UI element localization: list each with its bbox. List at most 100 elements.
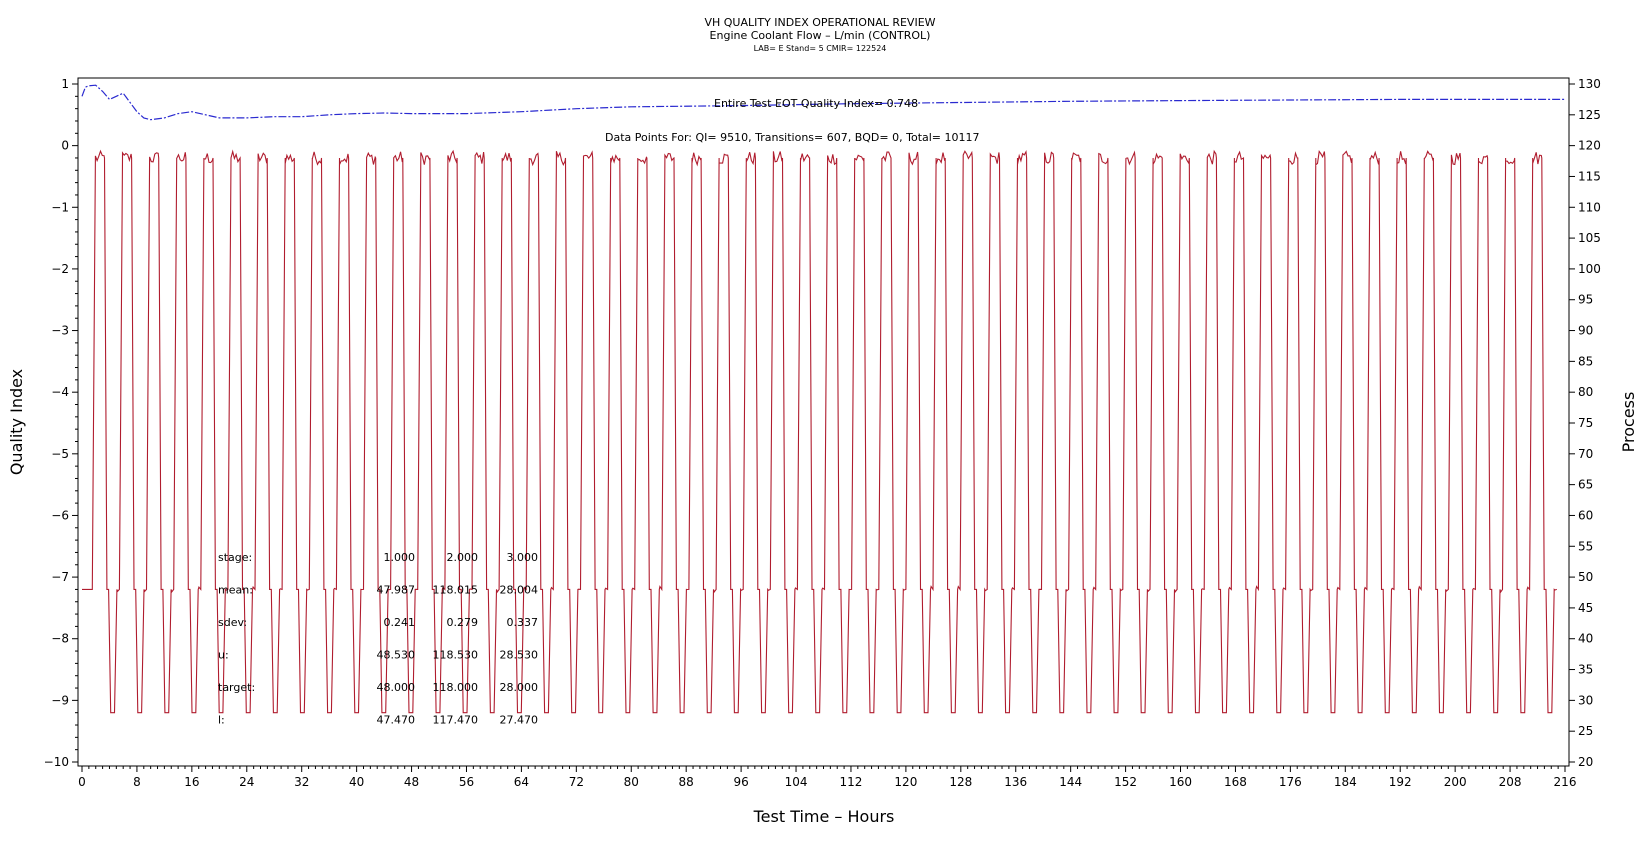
plot-frame [77,77,1570,767]
stats-row-value: 0.337 [507,616,539,629]
x-tick-label: 104 [785,775,808,789]
x-tick-label: 64 [514,775,529,789]
y-right-tick-label: 105 [1578,231,1601,245]
stats-row-value: 118.000 [433,681,479,694]
y-right-tick-label: 125 [1578,108,1601,122]
stats-row-value: 0.279 [447,616,479,629]
x-tick-label: 216 [1554,775,1577,789]
y-left-tick-label: 1 [61,77,69,91]
y-right-tick-label: 110 [1578,200,1601,214]
stats-row-label: mean: [218,584,253,597]
y-right-tick-label: 40 [1578,632,1593,646]
stats-header-value: 1.000 [384,551,416,564]
x-tick-label: 152 [1114,775,1137,789]
stats-row-value: 28.004 [500,584,539,597]
x-tick-label: 24 [239,775,254,789]
stats-row-label: u: [218,649,229,662]
y-axis-right: 130 125 120 115 110 105 100 95 90 85 80 75 70 65 60 55 5… [1569,77,1601,769]
x-tick-label: 16 [184,775,199,789]
x-tick-label: 56 [459,775,474,789]
x-tick-label: 128 [949,775,972,789]
x-tick-label: 40 [349,775,364,789]
x-tick-label: 120 [894,775,917,789]
stats-row-value: 28.000 [500,681,539,694]
y-left-tick-label: −5 [51,447,69,461]
process-series-layer [82,149,1557,714]
stats-header-label: stage: [218,551,252,564]
y-right-tick-label: 55 [1578,539,1593,553]
x-tick-label: 0 [78,775,86,789]
chart-subtitle-2: LAB= E Stand= 5 CMIR= 122524 [754,44,887,53]
stats-row-value: 27.470 [500,714,539,727]
y-right-tick-label: 50 [1578,570,1593,584]
y-left-tick-label: −1 [51,200,69,214]
stats-row-value: 48.530 [377,649,416,662]
y-right-tick-label: 100 [1578,262,1601,276]
x-axis: 0 8 16 24 32 40 48 56 64 72 80 88 96 104 112 120 128 136 1… [78,766,1576,789]
process-series-line [82,149,1557,714]
x-tick-label: 72 [569,775,584,789]
y-right-tick-label: 90 [1578,324,1593,338]
x-tick-label: 8 [133,775,141,789]
stats-row-label: target: [218,681,255,694]
stats-row-value: 0.241 [384,616,416,629]
y-right-tick-label: 30 [1578,693,1593,707]
chart-subtitle: Engine Coolant Flow – L/min (CONTROL) [710,29,931,42]
x-tick-label: 200 [1444,775,1467,789]
y-left-tick-label: −6 [51,508,69,522]
y-axis-left-label: Quality Index [7,369,26,475]
y-right-tick-label: 45 [1578,601,1593,615]
stats-header-value: 3.000 [507,551,539,564]
x-tick-label: 112 [840,775,863,789]
y-right-tick-label: 70 [1578,447,1593,461]
y-right-tick-label: 20 [1578,755,1593,769]
y-right-tick-label: 130 [1578,77,1601,91]
x-tick-label: 176 [1279,775,1302,789]
stats-header-value: 2.000 [447,551,479,564]
y-right-tick-label: 115 [1578,169,1601,183]
y-left-tick-label: −2 [51,262,69,276]
y-right-tick-label: 120 [1578,139,1601,153]
chart-title: VH QUALITY INDEX OPERATIONAL REVIEW [704,16,935,29]
x-axis-label: Test Time – Hours [753,807,895,826]
quality-index-series-line [81,84,1565,121]
y-right-tick-label: 75 [1578,416,1593,430]
x-tick-label: 80 [624,775,639,789]
y-right-tick-label: 25 [1578,724,1593,738]
y-right-tick-label: 65 [1578,478,1593,492]
stats-table: stage: 1.000 2.000 3.000 mean: 47.987 118.015 2… [218,551,538,727]
x-tick-label: 136 [1004,775,1027,789]
stats-row-value: 118.530 [433,649,479,662]
y-axis-right-label: Process [1619,392,1638,453]
quality-index-series-layer [81,84,1565,121]
stats-row-label: sdev: [218,616,247,629]
x-tick-label: 184 [1334,775,1357,789]
annotation-data-points: Data Points For: QI= 9510, Transitions= … [605,131,980,144]
stats-row-value: 47.470 [377,714,416,727]
y-left-tick-label: −7 [51,570,69,584]
y-left-tick-label: −9 [51,693,69,707]
x-tick-label: 144 [1059,775,1082,789]
x-tick-label: 88 [679,775,694,789]
y-left-tick-label: −10 [44,755,69,769]
x-tick-label: 160 [1169,775,1192,789]
y-right-tick-label: 80 [1578,385,1593,399]
stats-row-value: 28.530 [500,649,539,662]
stats-row-value: 48.000 [377,681,416,694]
y-right-tick-label: 95 [1578,293,1593,307]
y-left-tick-label: 0 [61,139,69,153]
stats-row-value: 118.015 [433,584,479,597]
x-tick-label: 192 [1389,775,1412,789]
annotation-quality-index: Entire Test EOT Quality Index= 0.748 [714,97,918,110]
x-tick-label: 48 [404,775,419,789]
y-axis-left: 1 0 −1 −2 −3 −4 −5 −6 −7 −8 −9 −10 [44,77,78,769]
x-tick-label: 32 [294,775,309,789]
y-left-tick-label: −8 [51,632,69,646]
stats-row-value: 47.987 [377,584,416,597]
stats-row-label: l: [218,714,225,727]
y-right-tick-label: 85 [1578,354,1593,368]
y-left-tick-label: −4 [51,385,69,399]
stats-row-value: 117.470 [433,714,479,727]
x-tick-label: 96 [733,775,748,789]
